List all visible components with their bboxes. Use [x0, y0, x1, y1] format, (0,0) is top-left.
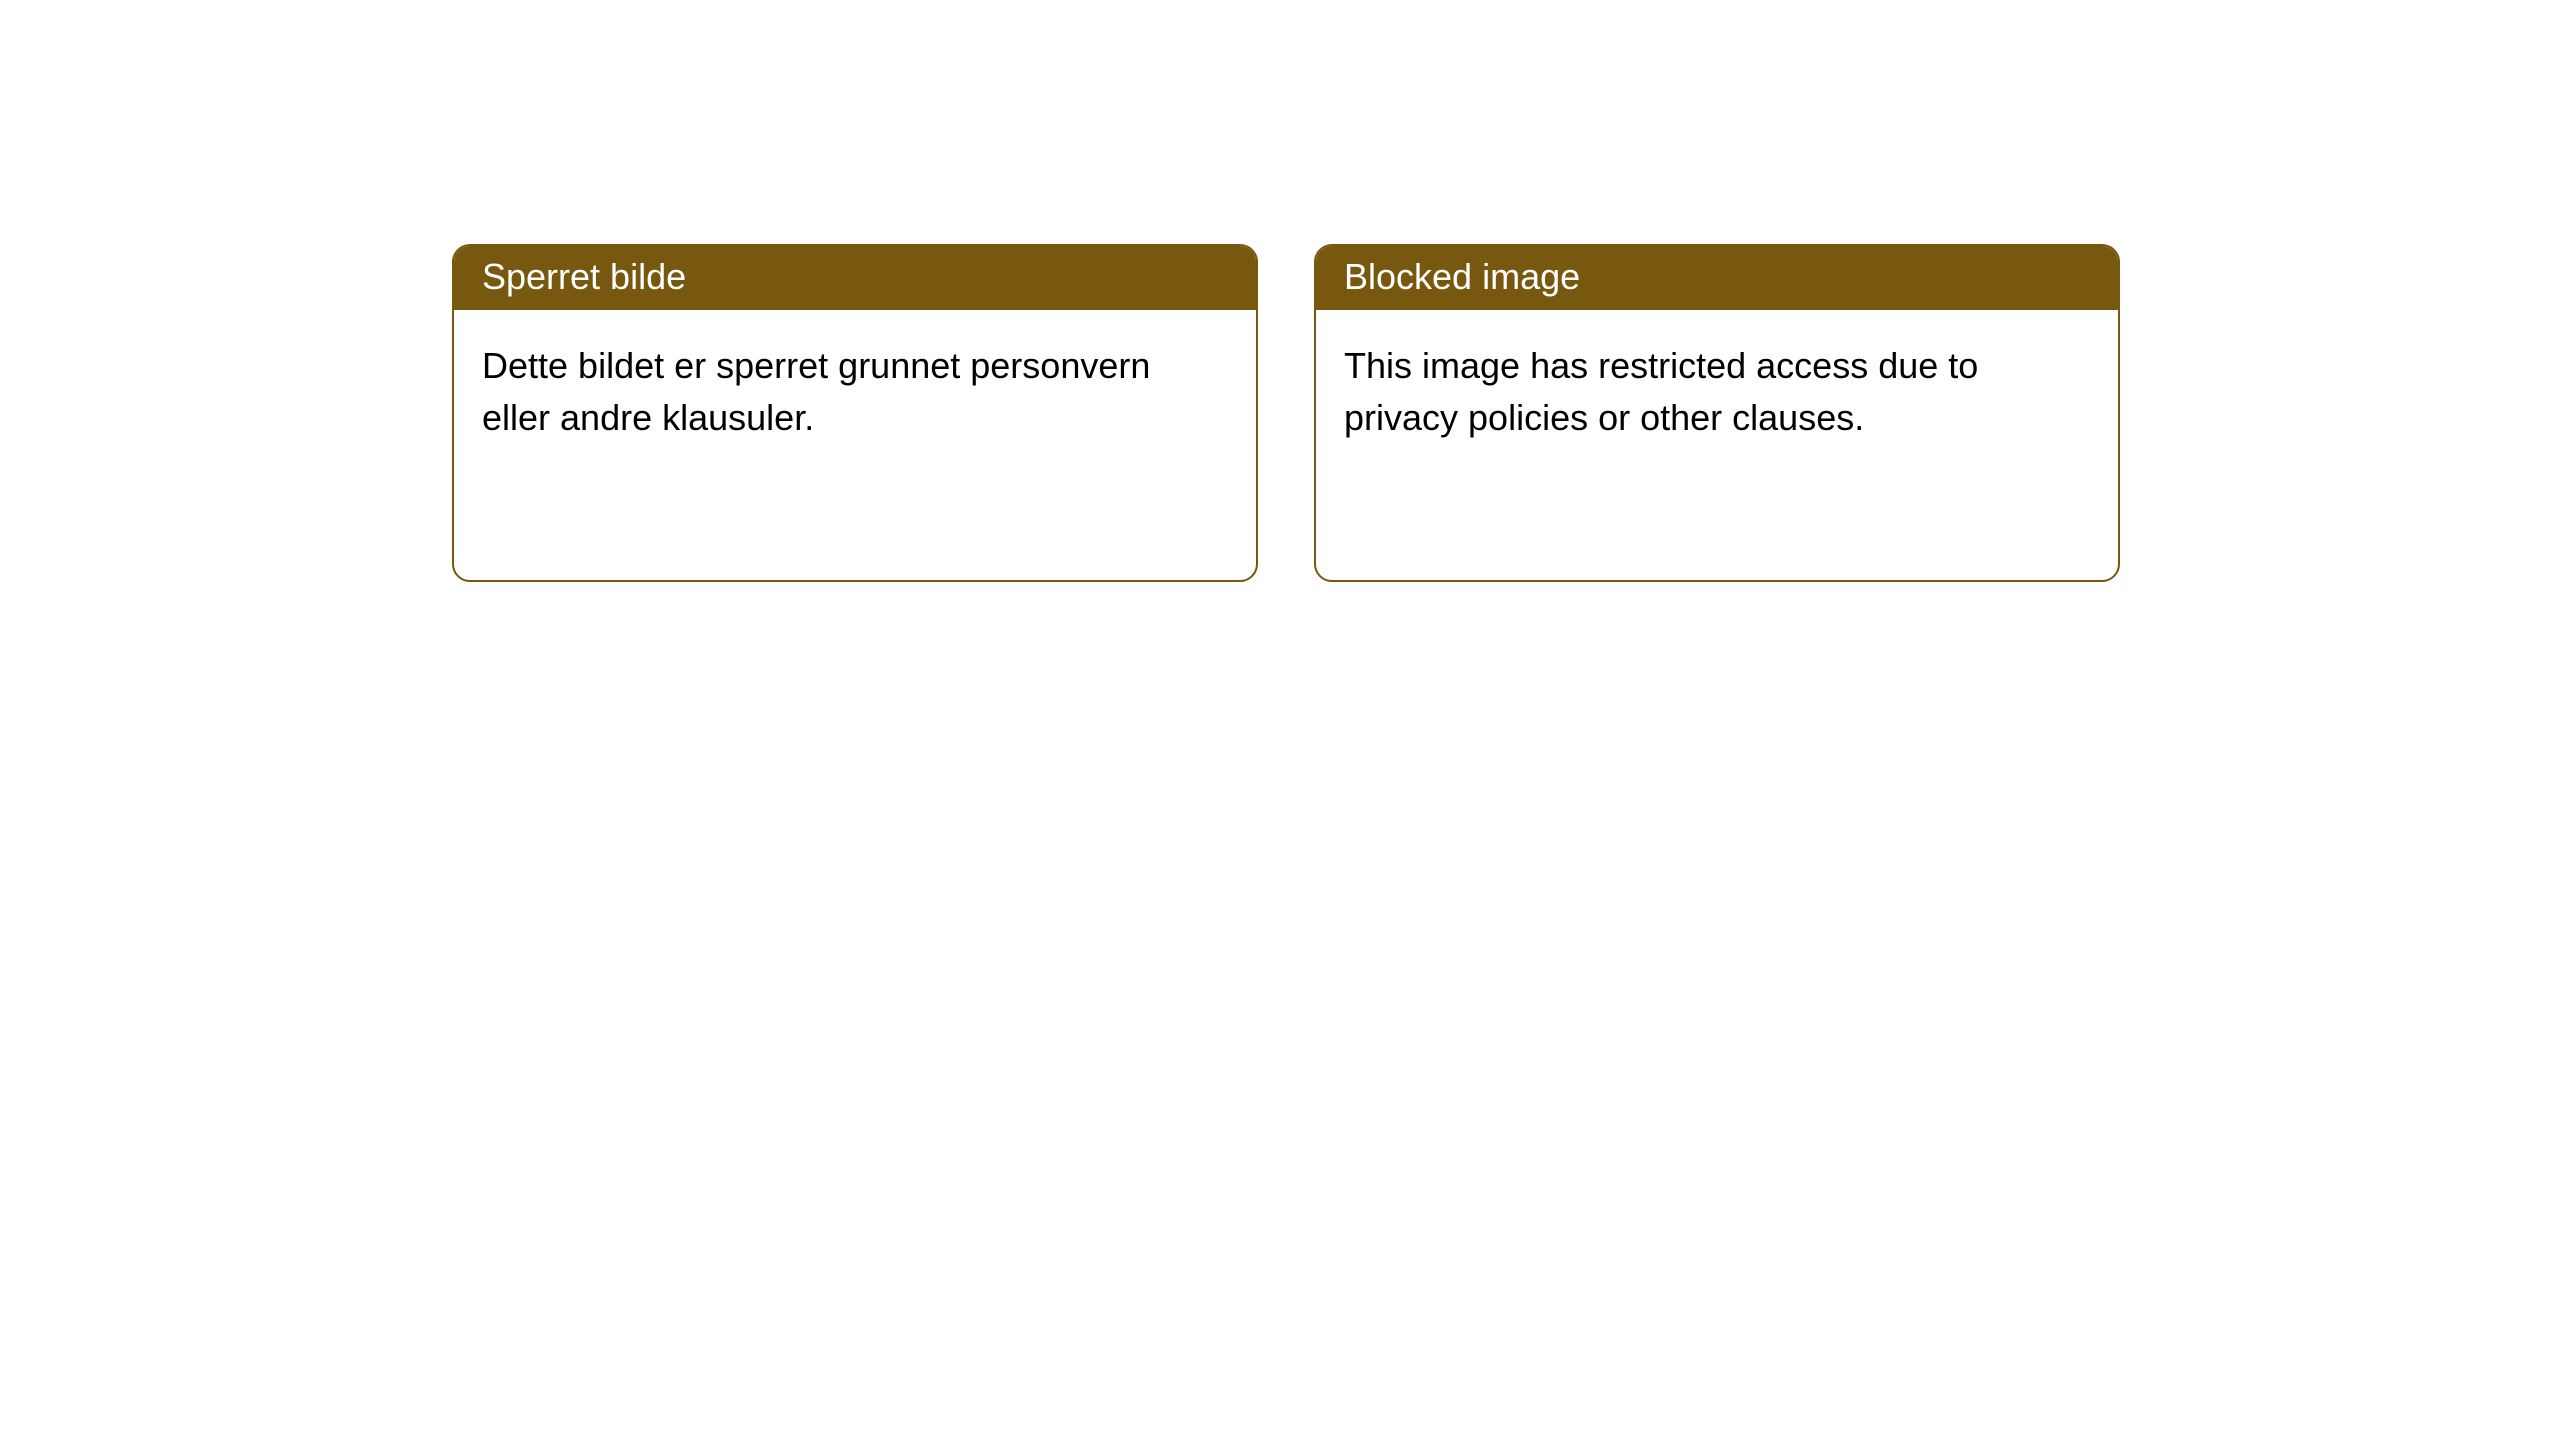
notice-container: Sperret bilde Dette bildet er sperret gr… — [0, 0, 2560, 582]
card-header-en: Blocked image — [1316, 246, 2118, 310]
blocked-image-card-en: Blocked image This image has restricted … — [1314, 244, 2120, 582]
blocked-image-card-no: Sperret bilde Dette bildet er sperret gr… — [452, 244, 1258, 582]
card-header-no: Sperret bilde — [454, 246, 1256, 310]
card-body-en: This image has restricted access due to … — [1316, 310, 2118, 474]
card-body-no: Dette bildet er sperret grunnet personve… — [454, 310, 1256, 474]
